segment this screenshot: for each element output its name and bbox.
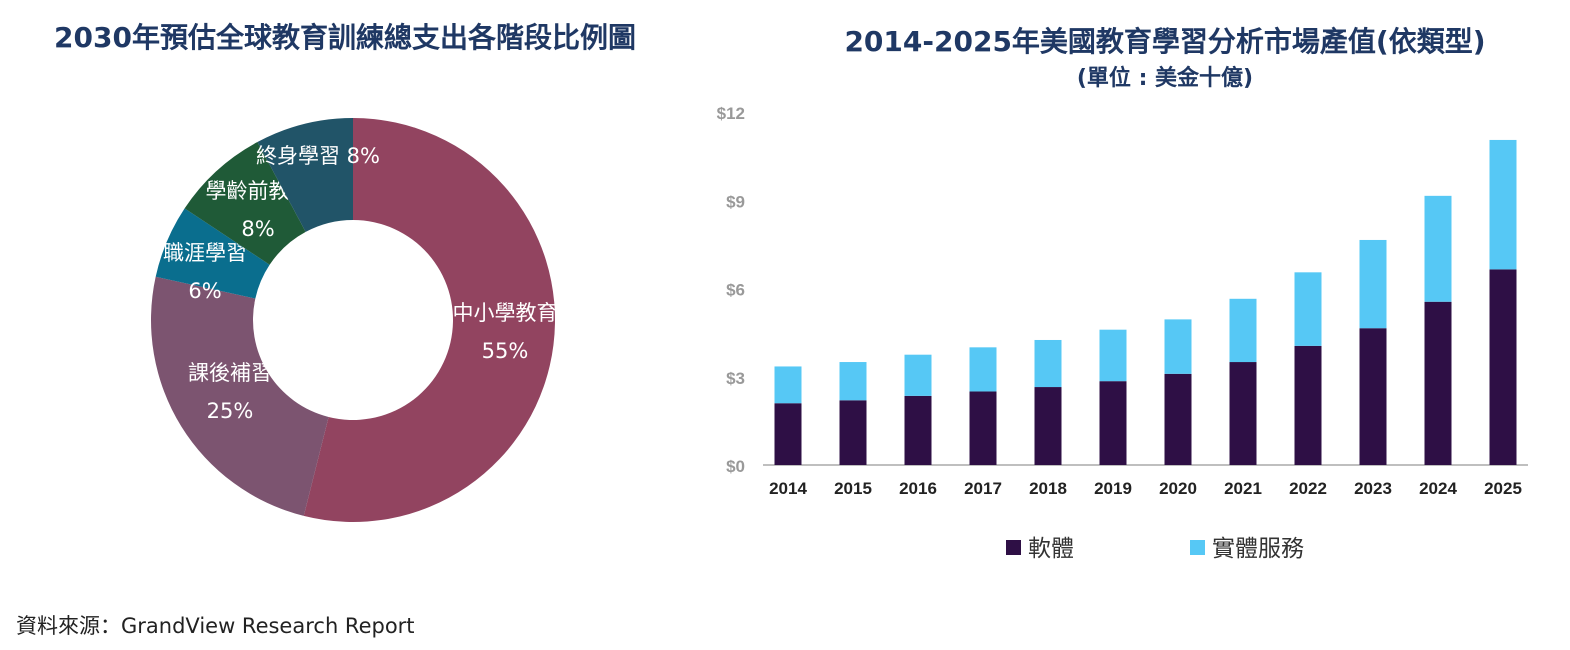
x-tick-label: 2020 (1159, 479, 1197, 498)
x-tick-label: 2023 (1354, 479, 1392, 498)
bar-segment (1164, 373, 1192, 465)
x-tick-label: 2019 (1094, 479, 1132, 498)
donut-slice (303, 118, 556, 522)
donut-slice (257, 118, 353, 232)
x-tick-label: 2021 (1224, 479, 1262, 498)
stacked-bar-chart: $0 $3 $6 $9 $12 2014 2015 2016 2017 2018 2019 2020 2… (717, 104, 1528, 562)
donut-slice (155, 208, 270, 299)
bar-segment (839, 400, 867, 465)
x-tick-label: 2018 (1029, 479, 1067, 498)
y-tick-label: $12 (717, 104, 745, 123)
bar-segment (839, 362, 867, 401)
x-tick-label: 2025 (1484, 479, 1522, 498)
bar-segment (1229, 298, 1257, 363)
pie-chart-title: 2030年預估全球教育訓練總支出各階段比例圖 (54, 21, 636, 54)
y-tick-label: $3 (726, 369, 745, 388)
bar-segment (1489, 139, 1517, 270)
bar-segment (1034, 387, 1062, 465)
bar-segment (1294, 272, 1322, 346)
y-tick-label: $0 (726, 457, 745, 476)
source-note: 資料來源：GrandView Research Report (16, 614, 415, 638)
donut-slice-label: 中小學教育 (453, 301, 558, 325)
bar-segment (1359, 328, 1387, 465)
donut-slice-value: 25% (207, 399, 254, 423)
y-tick-label: $9 (726, 192, 745, 211)
bar-segment (1229, 362, 1257, 465)
donut-slice (150, 276, 329, 516)
bar-segment (969, 347, 997, 392)
bar-segment (1489, 269, 1517, 465)
legend-label: 軟體 (1028, 536, 1074, 562)
legend-label: 實體服務 (1212, 536, 1304, 562)
donut-slice-label: 課後補習 (188, 361, 272, 385)
legend-swatch (1190, 540, 1205, 555)
x-tick-label: 2014 (769, 479, 807, 498)
bar-segment (1294, 345, 1322, 465)
bar-chart-subtitle: (單位 : 美金十億) (1076, 66, 1254, 91)
bar-segment (969, 391, 997, 465)
donut-slice-value: 55% (482, 339, 529, 363)
x-tick-label: 2016 (899, 479, 937, 498)
donut-slice (184, 142, 306, 265)
bar-chart-title: 2014-2025年美國教育學習分析市場產值(依類型) (844, 25, 1486, 58)
bar-segment (1164, 319, 1192, 374)
bar-segment (1034, 339, 1062, 388)
y-tick-label: $6 (726, 281, 745, 300)
bar-segment (1359, 239, 1387, 329)
x-tick-label: 2015 (834, 479, 872, 498)
bar-segment (774, 403, 802, 465)
bar-segment (774, 366, 802, 404)
x-tick-label: 2022 (1289, 479, 1327, 498)
bar-segment (904, 354, 932, 396)
x-tick-label: 2024 (1419, 479, 1457, 498)
donut-slice-value: 8% (241, 217, 274, 241)
legend-swatch (1006, 540, 1021, 555)
bar-segment (1424, 195, 1452, 302)
bar-segment (1099, 329, 1127, 382)
donut-slice-value: 6% (188, 279, 221, 303)
x-tick-label: 2017 (964, 479, 1002, 498)
donut-slice-label: 職涯學習 (163, 241, 247, 265)
donut-slice-label: 終身學習 8% (256, 144, 380, 168)
bar-segment (1099, 381, 1127, 465)
bar-segment (904, 395, 932, 465)
bar-segment (1424, 301, 1452, 465)
